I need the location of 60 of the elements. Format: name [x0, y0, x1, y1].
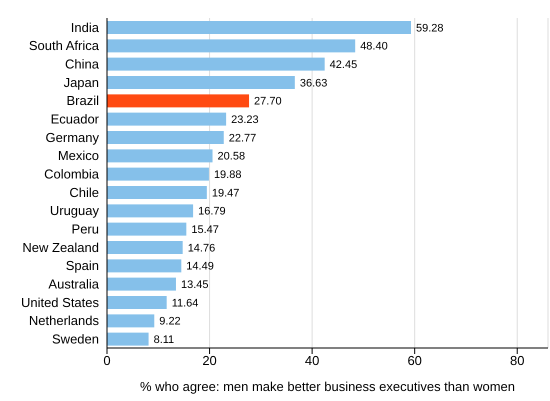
data-label: 36.63	[300, 77, 328, 90]
data-label: 27.70	[254, 96, 282, 108]
bar	[107, 314, 154, 328]
x-tick-label: 60	[407, 353, 422, 368]
data-label: 14.76	[188, 242, 216, 254]
bar	[107, 168, 209, 181]
data-label: 11.64	[172, 297, 198, 310]
bar	[107, 76, 295, 89]
bar	[107, 186, 207, 199]
y-tick-label: South Africa	[28, 38, 100, 54]
y-tick-label: Netherlands	[28, 313, 100, 328]
bar	[107, 204, 194, 218]
bar	[107, 259, 182, 272]
bar	[107, 112, 226, 126]
bar	[107, 21, 411, 34]
x-axis-title: % who agree: men make better business executives than women	[140, 379, 516, 394]
y-tick-label: Uruguay	[50, 203, 100, 218]
y-tick-label: Chile	[69, 184, 99, 200]
bar	[107, 39, 356, 52]
data-label: 16.79	[198, 206, 226, 218]
data-label: 20.58	[218, 150, 246, 163]
data-label: 14.49	[186, 260, 214, 273]
y-tick-label: Mexico	[58, 148, 99, 164]
y-tick-label: Australia	[48, 276, 100, 292]
bar	[107, 296, 167, 309]
bar	[107, 332, 149, 346]
x-tick-label: 0	[103, 353, 111, 368]
x-tick-label: 40	[304, 353, 320, 368]
data-label: 22.77	[228, 132, 256, 144]
y-tick-label: Spain	[66, 258, 99, 274]
y-tick-label: Japan	[64, 74, 99, 90]
data-label: 42.45	[330, 59, 358, 72]
data-label: 9.22	[159, 316, 181, 328]
data-label: 23.23	[231, 114, 259, 126]
y-tick-label: United States	[20, 294, 100, 310]
y-tick-label: Ecuador	[50, 111, 100, 126]
y-tick-label: India	[70, 20, 100, 35]
data-label: 8.11	[154, 334, 174, 346]
bar	[107, 149, 213, 162]
y-tick-label: China	[65, 56, 100, 72]
data-label: 19.88	[214, 169, 242, 182]
bar	[107, 58, 325, 71]
y-tick-label: New Zealand	[22, 240, 99, 255]
bar	[107, 222, 186, 236]
y-tick-label: Brazil	[66, 93, 100, 108]
y-tick-label: Peru	[72, 221, 99, 236]
x-tick-label: 20	[202, 353, 217, 368]
data-label: 48.40	[360, 40, 388, 53]
data-label: 13.45	[180, 279, 208, 292]
data-label: 19.47	[212, 187, 240, 200]
x-tick-label: 80	[510, 353, 524, 368]
data-label: 15.47	[191, 224, 219, 236]
y-tick-label: Sweden	[52, 331, 99, 346]
bar	[107, 94, 250, 108]
bar	[107, 241, 183, 254]
bar	[107, 131, 224, 144]
bar	[107, 278, 176, 291]
y-tick-label: Germany	[46, 130, 100, 145]
y-tick-label: Colombia	[44, 166, 100, 182]
data-label: 59.28	[416, 22, 444, 34]
